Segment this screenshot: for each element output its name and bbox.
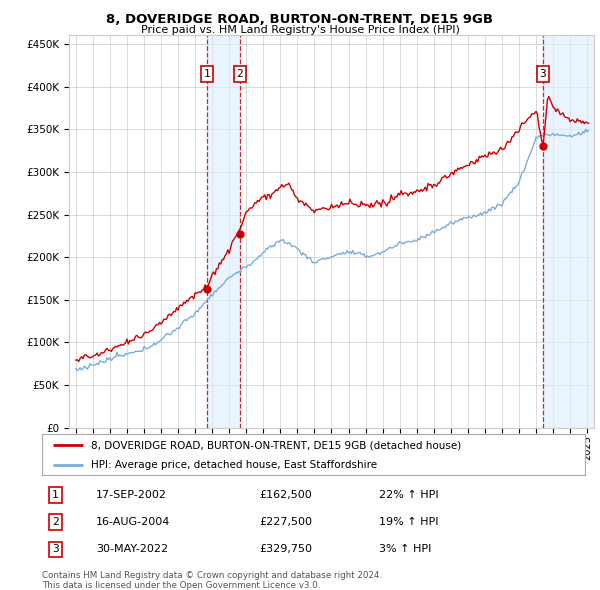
Text: 3% ↑ HPI: 3% ↑ HPI: [379, 545, 431, 555]
Text: 1: 1: [52, 490, 59, 500]
Text: 2: 2: [236, 69, 243, 79]
Text: £329,750: £329,750: [259, 545, 312, 555]
Text: 8, DOVERIDGE ROAD, BURTON-ON-TRENT, DE15 9GB: 8, DOVERIDGE ROAD, BURTON-ON-TRENT, DE15…: [107, 13, 493, 26]
Text: 1: 1: [204, 69, 211, 79]
Text: 8, DOVERIDGE ROAD, BURTON-ON-TRENT, DE15 9GB (detached house): 8, DOVERIDGE ROAD, BURTON-ON-TRENT, DE15…: [91, 440, 461, 450]
Text: £162,500: £162,500: [259, 490, 312, 500]
Text: £227,500: £227,500: [259, 517, 312, 527]
Text: HPI: Average price, detached house, East Staffordshire: HPI: Average price, detached house, East…: [91, 460, 377, 470]
Text: 19% ↑ HPI: 19% ↑ HPI: [379, 517, 438, 527]
Text: Price paid vs. HM Land Registry's House Price Index (HPI): Price paid vs. HM Land Registry's House …: [140, 25, 460, 35]
Text: 16-AUG-2004: 16-AUG-2004: [97, 517, 170, 527]
Text: 22% ↑ HPI: 22% ↑ HPI: [379, 490, 438, 500]
Text: 30-MAY-2022: 30-MAY-2022: [97, 545, 169, 555]
Text: 2: 2: [52, 517, 59, 527]
Bar: [207, 35, 240, 428]
Bar: [543, 35, 594, 428]
Text: Contains HM Land Registry data © Crown copyright and database right 2024.
This d: Contains HM Land Registry data © Crown c…: [42, 571, 382, 590]
Text: 17-SEP-2002: 17-SEP-2002: [97, 490, 167, 500]
Text: 3: 3: [52, 545, 59, 555]
Text: 3: 3: [539, 69, 547, 79]
